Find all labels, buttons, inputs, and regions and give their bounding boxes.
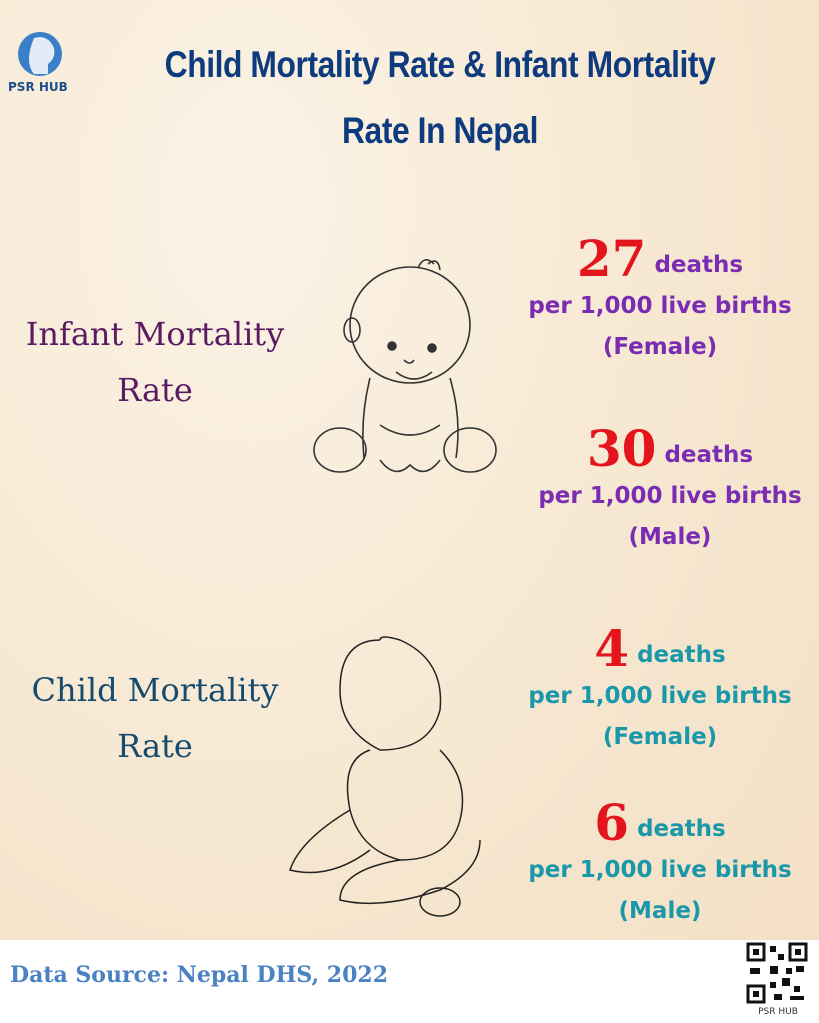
stat-value: 4 bbox=[594, 619, 630, 678]
logo-label: PSR HUB bbox=[8, 80, 68, 94]
stat-basis: per 1,000 live births bbox=[538, 483, 802, 509]
child-illustration bbox=[289, 636, 481, 917]
stat-unit: deaths bbox=[654, 252, 744, 278]
stat-unit: deaths bbox=[664, 442, 754, 468]
stat-basis: per 1,000 live births bbox=[528, 293, 792, 319]
stat-value: 30 bbox=[586, 419, 657, 478]
logo-icon bbox=[18, 32, 62, 76]
qr-label: PSR HUB bbox=[758, 1007, 798, 1017]
footer bbox=[0, 940, 819, 1023]
stat-unit: deaths bbox=[637, 816, 726, 842]
title: Child Mortality Rate & Infant Mortality … bbox=[164, 44, 716, 151]
data-source: Data Source: Nepal DHS, 2022 bbox=[10, 962, 389, 988]
stat-unit: deaths bbox=[637, 642, 726, 668]
stat-basis: per 1,000 live births bbox=[528, 683, 792, 709]
qr-code bbox=[746, 942, 808, 1004]
stat: 27 deaths per 1,000 live births (Female) bbox=[500, 234, 819, 368]
stat-group: (Male) bbox=[618, 898, 702, 924]
stat-group: (Female) bbox=[602, 334, 718, 360]
stat-value: 6 bbox=[594, 793, 630, 852]
stat: 4 deaths per 1,000 live births (Female) bbox=[500, 624, 819, 758]
stat-basis: per 1,000 live births bbox=[528, 857, 792, 883]
section-label: Child Mortality Rate bbox=[31, 671, 279, 765]
stat: 30 deaths per 1,000 live births (Male) bbox=[510, 424, 819, 558]
section-label: Infant Mortality Rate bbox=[25, 315, 285, 409]
stat: 6 deaths per 1,000 live births (Male) bbox=[500, 798, 819, 932]
stat-group: (Female) bbox=[602, 724, 718, 750]
stat-value: 27 bbox=[576, 229, 647, 288]
baby-illustration bbox=[313, 259, 497, 473]
stat-group: (Male) bbox=[628, 524, 712, 550]
